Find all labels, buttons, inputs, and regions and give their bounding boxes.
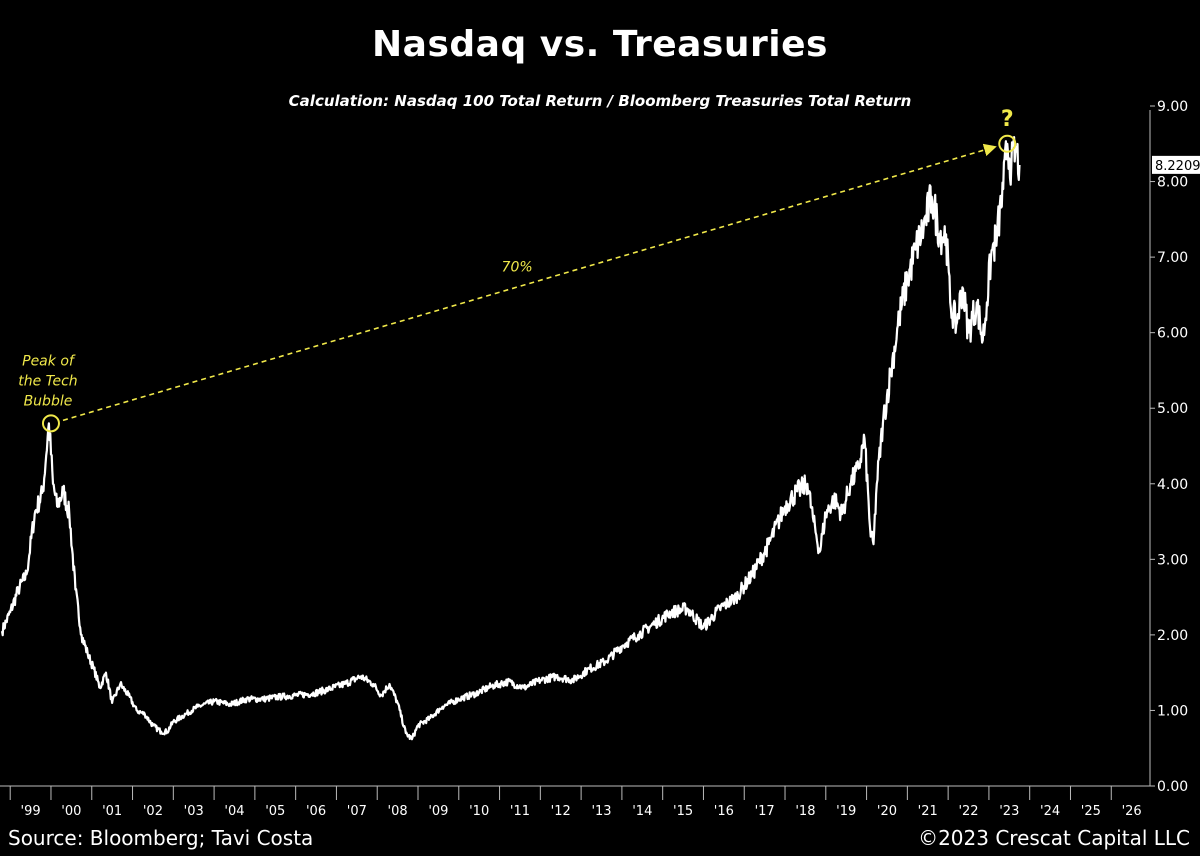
x-tick-label: '17: [755, 804, 775, 819]
x-tick-label: '08: [388, 804, 408, 819]
x-tick-label: '05: [265, 804, 285, 819]
peak-label-line: Peak of: [22, 353, 76, 369]
x-tick-label: '99: [21, 804, 41, 819]
y-tick-label: 3.00: [1157, 552, 1188, 568]
x-tick-label: '21: [918, 804, 938, 819]
question-label: ?: [1001, 107, 1014, 132]
x-tick-label: '15: [673, 804, 693, 819]
x-tick-label: '16: [714, 804, 734, 819]
x-tick-label: '24: [1040, 804, 1060, 819]
x-tick-label: '07: [347, 804, 367, 819]
x-tick-label: '10: [469, 804, 489, 819]
x-tick-label: '23: [999, 804, 1019, 819]
y-tick-label: 2.00: [1157, 628, 1188, 644]
x-tick-label: '22: [958, 804, 978, 819]
peak-circle: [41, 414, 60, 433]
x-tick-label: '20: [877, 804, 897, 819]
y-tick-label: 8.00: [1157, 175, 1188, 191]
chart-subtitle: Calculation: Nasdaq 100 Total Return / B…: [288, 92, 912, 110]
x-tick-label: '02: [143, 804, 163, 819]
y-tick-label: 9.00: [1157, 99, 1188, 115]
x-tick-label: '03: [184, 804, 204, 819]
x-tick-label: '06: [306, 804, 326, 819]
last-value-label: 8.2209: [1155, 159, 1200, 174]
peak-label-line: the Tech: [18, 373, 77, 389]
x-tick-label: '14: [632, 804, 652, 819]
x-tick-label: '18: [795, 804, 815, 819]
gain-arrow: [62, 143, 997, 422]
last-value-box: [1152, 155, 1200, 174]
current-circle: [998, 134, 1017, 153]
x-tick-label: '19: [836, 804, 856, 819]
source-note: Source: Bloomberg; Tavi Costa: [8, 826, 314, 850]
chart-title: Nasdaq vs. Treasuries: [372, 24, 828, 65]
y-tick-label: 6.00: [1157, 326, 1188, 342]
x-tick-label: '00: [61, 804, 81, 819]
y-tick-label: 7.00: [1157, 250, 1188, 266]
y-tick-label: 1.00: [1157, 703, 1188, 719]
x-tick-label: '01: [102, 804, 122, 819]
x-tick-label: '11: [510, 804, 530, 819]
y-tick-label: 4.00: [1157, 477, 1188, 493]
peak-label-line: Bubble: [24, 393, 73, 409]
y-tick-label: 0.00: [1157, 779, 1188, 795]
x-tick-label: '12: [551, 804, 571, 819]
series-line-0: [0, 136, 1021, 741]
x-tick-label: '04: [224, 804, 244, 819]
peak-label: Peak of the Tech Bubble: [18, 353, 77, 409]
y-tick-label: 5.00: [1157, 401, 1188, 417]
x-tick-label: '13: [591, 804, 611, 819]
x-tick-label: '25: [1081, 804, 1101, 819]
x-tick-label: '26: [1122, 804, 1142, 819]
gain-label: 70%: [502, 260, 533, 276]
copyright-note: ©2023 Crescat Capital LLC: [918, 826, 1190, 850]
x-tick-label: '09: [428, 804, 448, 819]
